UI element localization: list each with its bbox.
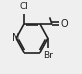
Text: Cl: Cl [20,2,28,11]
Text: Br: Br [43,51,53,60]
Text: O: O [60,19,68,29]
Text: N: N [12,33,20,43]
